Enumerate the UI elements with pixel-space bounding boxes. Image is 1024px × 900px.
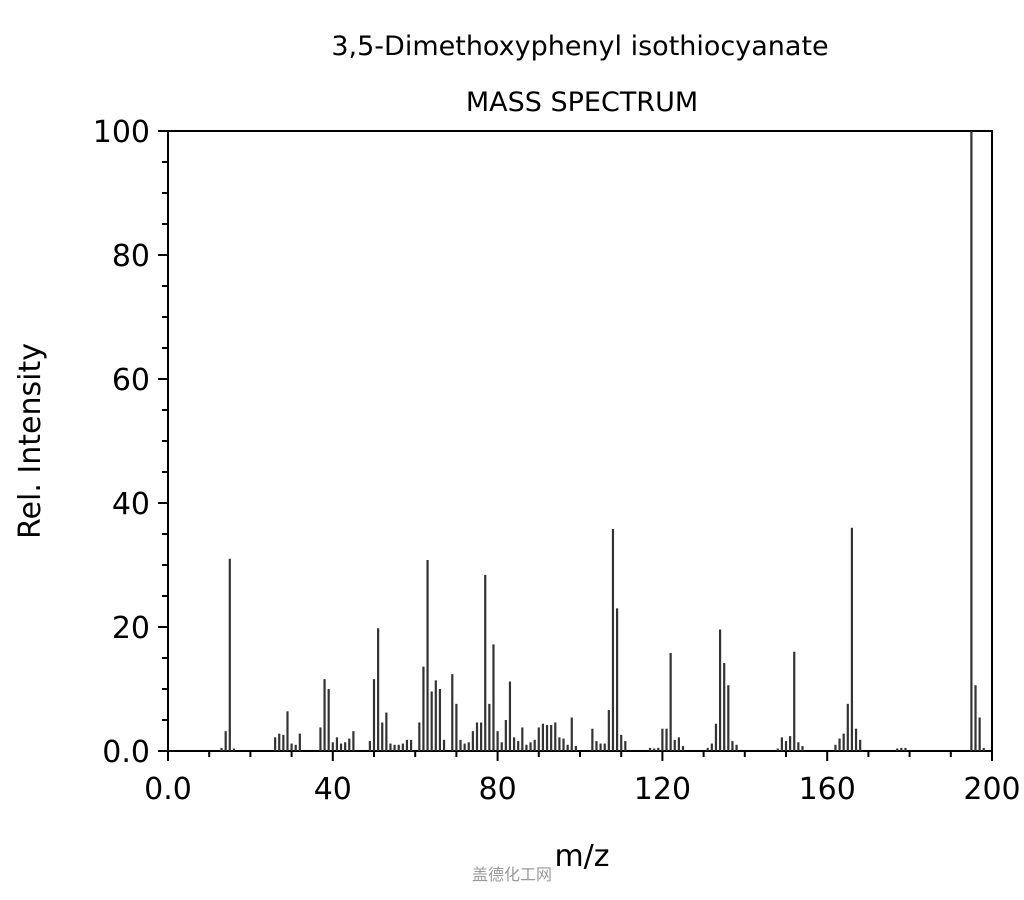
plot-frame	[167, 130, 993, 752]
x-tick-label: 0.0	[144, 772, 192, 807]
x-axis-title: m/z	[554, 839, 609, 874]
x-tick-label: 200	[963, 772, 1020, 807]
y-tick-label: 40	[112, 487, 150, 522]
y-tick-label: 80	[112, 239, 150, 274]
x-tick-label: 40	[314, 772, 352, 807]
y-tick-label: 20	[112, 611, 150, 646]
x-tick-label: 80	[479, 772, 517, 807]
x-tick-label: 160	[799, 772, 856, 807]
chart-subtitle: MASS SPECTRUM	[466, 87, 698, 118]
y-tick-label: 60	[112, 363, 150, 398]
y-axis-title: Rel. Intensity	[13, 343, 48, 539]
plot-area: 0.0 40 80 120 160 200 0.0 20 40 60 80 100	[93, 115, 1021, 807]
y-tick-label: 0.0	[102, 735, 150, 770]
chart-title: 3,5-Dimethoxyphenyl isothiocyanate	[331, 31, 828, 62]
watermark-text: 盖德化工网	[472, 865, 552, 884]
x-tick-label: 120	[634, 772, 691, 807]
y-tick-label: 100	[93, 115, 150, 150]
